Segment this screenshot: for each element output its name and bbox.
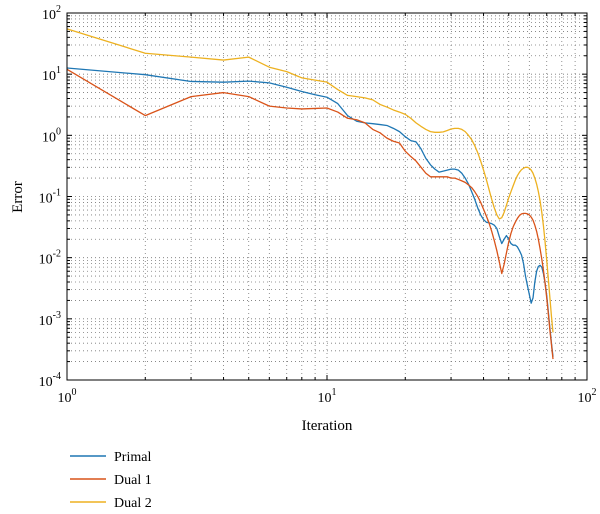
y-tick-label: 10-1 [39, 188, 61, 207]
y-tick-label: 10-4 [39, 371, 61, 390]
legend-label: Primal [114, 450, 151, 465]
y-tick-label: 101 [42, 65, 61, 84]
x-tick-label: 102 [578, 387, 597, 406]
x-tick-label: 101 [318, 387, 337, 406]
plot-lines [66, 28, 554, 360]
y-tick-labels: 10-4 10-3 10-2 10-1 100 101 102 [39, 4, 61, 390]
legend-label: Dual 2 [114, 496, 152, 511]
y-tick-label: 102 [42, 4, 61, 23]
y-tick-label: 10-3 [39, 310, 61, 329]
y-tick-label: 100 [42, 126, 61, 145]
x-tick-labels: 100 101 102 [58, 387, 597, 406]
grid [66, 13, 587, 381]
x-tick-label: 100 [58, 387, 77, 406]
series-line-dual-2 [66, 28, 554, 333]
series-line-dual-1 [66, 68, 554, 360]
ticks [66, 13, 587, 381]
y-axis-label: Error [10, 181, 26, 213]
legend-label: Dual 1 [114, 473, 152, 488]
y-tick-label: 10-2 [39, 249, 61, 268]
series-line-primal [66, 67, 554, 357]
legend: Primal Dual 1 Dual 2 [70, 450, 152, 511]
x-axis-label: Iteration [302, 418, 353, 434]
